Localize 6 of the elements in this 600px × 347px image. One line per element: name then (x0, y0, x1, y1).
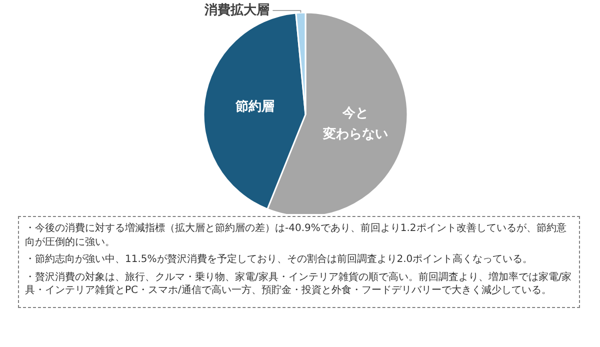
text: ・今後の消費に対する増減指標（拡大層と節約層の差）は-40.9%であり、前回より1.2ポイント改善しているが、節約意向が圧倒的に強い。 (25, 222, 568, 249)
slice-label: 今と変わらない (322, 106, 388, 142)
slice-label: 消費拡大層 (204, 2, 270, 18)
text: ・贅沢消費の対象は、旅行、クルマ・乗り物、家電/家具・インテリア雑貨の順で高い。前回調査より、増加率では家電/家具・インテリア雑貨とPC・スマホ/通信で高い一方、預貯金・投資と外食・フードデリバリーで大きく減少している。 (25, 270, 573, 298)
text: ・節約志向が強い中、11.5%が贅沢消費を予定しており、その割合は前回調査より2.0ポイント高くなっている。 (25, 253, 534, 266)
slice-label: 節約層 (234, 100, 275, 115)
